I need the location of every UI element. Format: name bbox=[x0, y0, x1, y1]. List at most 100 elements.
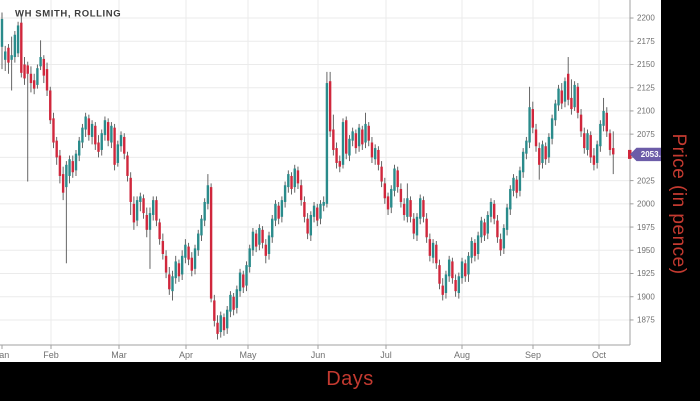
candle-down bbox=[132, 203, 136, 223]
candle-up bbox=[599, 123, 602, 147]
candle-up bbox=[283, 185, 287, 202]
candle-up bbox=[280, 200, 284, 217]
candle-down bbox=[399, 188, 403, 202]
candle-up bbox=[78, 140, 81, 156]
candle-up bbox=[68, 159, 71, 176]
candle-up bbox=[251, 231, 255, 251]
candle-down bbox=[566, 73, 570, 100]
candle-up bbox=[174, 261, 177, 279]
candle-down bbox=[464, 263, 467, 277]
candle-down bbox=[126, 155, 129, 176]
candle-down bbox=[23, 64, 26, 79]
candle-down bbox=[608, 133, 612, 150]
chart-panel: 2200217521502125210020752050202520001975… bbox=[0, 0, 661, 362]
candle-down bbox=[438, 265, 441, 284]
candle-up bbox=[16, 25, 20, 54]
candle-up bbox=[460, 261, 464, 279]
candle-up bbox=[563, 81, 567, 102]
candle-down bbox=[332, 129, 335, 150]
candle-down bbox=[592, 155, 596, 165]
candle-up bbox=[364, 123, 367, 143]
candle-down bbox=[123, 136, 126, 154]
candle-up bbox=[90, 123, 94, 137]
candle-down bbox=[483, 222, 486, 236]
candle-up bbox=[431, 242, 435, 258]
candle-up bbox=[197, 233, 200, 251]
candle-down bbox=[55, 140, 58, 158]
x-tick-label: Feb bbox=[43, 350, 59, 360]
candle-down bbox=[42, 58, 46, 76]
candle-up bbox=[325, 83, 329, 204]
candle-down bbox=[589, 135, 592, 158]
candle-up bbox=[505, 207, 509, 230]
candle-down bbox=[145, 214, 148, 230]
candle-down bbox=[296, 170, 300, 184]
candle-down bbox=[496, 220, 499, 238]
candle-up bbox=[470, 240, 473, 258]
candle-up bbox=[476, 235, 480, 254]
candle-down bbox=[290, 175, 293, 189]
candle-down bbox=[161, 240, 165, 254]
candle-up bbox=[203, 201, 206, 221]
last-price-badge-value: 2053.2 bbox=[641, 150, 661, 159]
candle-down bbox=[216, 322, 219, 334]
candle-down bbox=[106, 122, 110, 141]
candle-down bbox=[26, 65, 29, 74]
candle-up bbox=[229, 294, 232, 312]
candle-down bbox=[380, 166, 383, 182]
candle-up bbox=[238, 272, 242, 292]
y-tick-label: 2025 bbox=[637, 176, 655, 185]
candle-up bbox=[184, 244, 187, 258]
candle-down bbox=[435, 244, 438, 264]
candle-down bbox=[328, 81, 332, 132]
candle-up bbox=[312, 205, 316, 217]
candle-down bbox=[87, 118, 91, 136]
candle-down bbox=[32, 80, 36, 89]
candle-up bbox=[287, 174, 290, 188]
candle-down bbox=[58, 155, 62, 176]
y-axis-title: Price (in pence) bbox=[668, 133, 689, 275]
candle-down bbox=[164, 255, 168, 273]
x-tick-label: Oct bbox=[592, 350, 607, 360]
candle-down bbox=[412, 218, 415, 234]
candle-up bbox=[390, 188, 393, 208]
candle-up bbox=[419, 198, 422, 219]
candle-up bbox=[271, 218, 274, 238]
candle-up bbox=[248, 248, 251, 268]
candle-down bbox=[242, 274, 245, 288]
candle-down bbox=[113, 127, 116, 165]
candle-up bbox=[193, 248, 197, 269]
candle-down bbox=[261, 229, 264, 243]
x-axis-title: Days bbox=[326, 368, 374, 390]
candle-down bbox=[94, 125, 97, 145]
candle-down bbox=[538, 148, 541, 165]
y-tick-label: 2100 bbox=[637, 107, 655, 116]
x-tick-label: Mar bbox=[111, 350, 127, 360]
candle-up bbox=[151, 200, 155, 215]
candle-up bbox=[486, 214, 489, 234]
candle-up bbox=[100, 133, 103, 150]
candle-down bbox=[52, 118, 55, 143]
candle-up bbox=[447, 259, 451, 277]
candle-down bbox=[367, 125, 370, 141]
candle-up bbox=[547, 136, 551, 158]
candle-up bbox=[550, 118, 554, 139]
candle-up bbox=[4, 51, 7, 60]
candle-up bbox=[148, 213, 152, 230]
x-tick-label: Jan bbox=[0, 350, 9, 360]
last-price-axis-marker bbox=[628, 149, 632, 159]
candle-up bbox=[509, 188, 512, 210]
candle-down bbox=[316, 207, 319, 221]
candle-up bbox=[357, 127, 361, 147]
candle-up bbox=[393, 168, 396, 191]
candle-up bbox=[573, 84, 576, 108]
candlestick-chart[interactable]: 2200217521502125210020752050202520001975… bbox=[0, 0, 661, 362]
candle-down bbox=[560, 90, 563, 104]
candle-down bbox=[579, 114, 583, 132]
candle-up bbox=[322, 201, 325, 206]
candle-up bbox=[595, 144, 599, 163]
candle-down bbox=[45, 69, 49, 91]
candle-down bbox=[338, 161, 341, 167]
last-price-badge bbox=[630, 147, 661, 162]
